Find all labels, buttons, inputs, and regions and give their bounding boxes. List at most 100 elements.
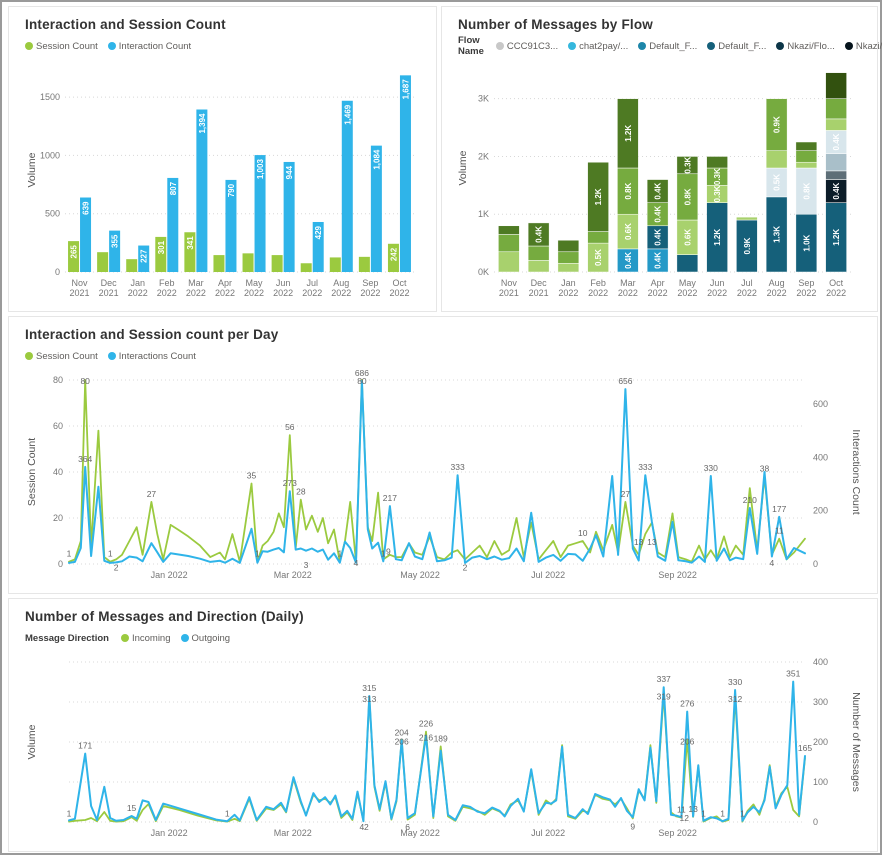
svg-text:333: 333 [638, 462, 652, 472]
svg-text:351: 351 [786, 669, 800, 679]
svg-text:12: 12 [680, 813, 690, 823]
legend-item[interactable]: Nkazi/Re... [844, 41, 882, 52]
legend-dot-icon [638, 42, 647, 50]
legend-item[interactable]: Outgoing [180, 632, 231, 644]
page-title: Number of Messages and Direction (Daily) [25, 609, 304, 624]
legend-label: CCC91C3... [506, 40, 559, 52]
legend-item[interactable]: Session Count [25, 41, 98, 52]
svg-text:1: 1 [67, 809, 72, 819]
svg-text:686: 686 [355, 368, 369, 378]
svg-text:1000: 1000 [40, 150, 60, 160]
svg-text:0.4K: 0.4K [535, 226, 544, 243]
svg-text:337: 337 [657, 674, 671, 684]
page-title: Number of Messages by Flow [458, 17, 653, 32]
svg-text:0.9K: 0.9K [773, 116, 782, 133]
svg-text:Jan 2022: Jan 2022 [151, 828, 188, 838]
svg-text:Jul 2022: Jul 2022 [531, 828, 565, 838]
svg-text:301: 301 [157, 240, 166, 254]
legend-dot-icon [495, 42, 504, 50]
svg-text:9: 9 [386, 546, 391, 556]
svg-text:9: 9 [630, 821, 635, 831]
svg-text:27: 27 [147, 489, 157, 499]
svg-text:10: 10 [578, 528, 588, 538]
legend-item[interactable]: Nkazi/Flo... [776, 41, 835, 52]
legend-item[interactable]: chat2pay/... [568, 41, 628, 52]
panel-interaction-session-count: Interaction and Session Count Session Co… [8, 6, 437, 312]
svg-text:165: 165 [798, 743, 812, 753]
svg-text:May 2022: May 2022 [400, 570, 440, 580]
svg-text:Sep 2022: Sep 2022 [658, 570, 697, 580]
panel-interaction-session-per-day: Interaction and Session count per Day Se… [8, 316, 878, 594]
svg-text:1,687: 1,687 [401, 79, 410, 100]
legend-item[interactable]: Interactions Count [107, 350, 196, 362]
svg-text:200: 200 [813, 737, 828, 747]
svg-text:944: 944 [285, 165, 294, 179]
svg-text:0.5K: 0.5K [594, 249, 603, 266]
svg-text:242: 242 [389, 247, 398, 261]
svg-text:330: 330 [704, 463, 718, 473]
svg-text:80: 80 [53, 375, 63, 385]
legend-dot-icon [25, 42, 33, 50]
svg-text:807: 807 [169, 181, 178, 195]
svg-text:80: 80 [357, 376, 367, 386]
legend-item[interactable]: Session Count [25, 351, 98, 362]
legend-dot-icon [844, 42, 853, 50]
svg-text:0.8K: 0.8K [802, 182, 811, 199]
legend-item[interactable]: Default_F... [707, 41, 766, 52]
svg-text:0.3K: 0.3K [713, 168, 722, 185]
svg-text:56: 56 [285, 422, 295, 432]
svg-text:60: 60 [53, 421, 63, 431]
legend-dot-icon [107, 352, 116, 360]
svg-text:1,003: 1,003 [256, 159, 265, 180]
legend-item[interactable]: Incoming [120, 633, 171, 644]
panel-messages-direction-daily: Number of Messages and Direction (Daily)… [8, 598, 878, 852]
svg-text:1.2K: 1.2K [713, 229, 722, 246]
legend-item[interactable]: Interaction Count [107, 41, 191, 52]
legend-label: Outgoing [191, 632, 231, 644]
dual-axis-line-chart[interactable]: 0 20 40 60 80 0 200 400 600 Session Count Interact… [23, 366, 863, 590]
svg-text:265: 265 [70, 245, 79, 259]
legend-label: Session Count [36, 350, 98, 362]
svg-text:80: 80 [80, 376, 90, 386]
svg-text:11: 11 [677, 805, 686, 815]
svg-text:0.4K: 0.4K [832, 182, 841, 199]
legend-item[interactable]: CCC91C3... [495, 40, 559, 52]
svg-text:341: 341 [186, 236, 195, 250]
svg-text:315: 315 [362, 683, 376, 693]
legend: Flow Name CCC91C3... chat2pay/... Default_F… [458, 35, 882, 57]
svg-text:2: 2 [463, 562, 468, 572]
svg-text:40: 40 [53, 467, 63, 477]
svg-text:0.4K: 0.4K [624, 252, 633, 269]
svg-text:0: 0 [58, 559, 63, 569]
svg-text:0K: 0K [478, 267, 489, 277]
svg-text:319: 319 [657, 691, 671, 701]
svg-text:355: 355 [111, 234, 120, 248]
svg-text:4: 4 [354, 558, 359, 568]
stacked-bar-chart[interactable]: 0K 1K 2K 3K Volume 0.4K 0.5K 1.2K 0.4K 0.6K 0.8K 1.… [456, 56, 863, 308]
svg-text:1,084: 1,084 [372, 149, 381, 170]
svg-text:Mar 2022: Mar 2022 [274, 570, 312, 580]
svg-text:Volume: Volume [26, 724, 38, 759]
legend-title: Message Direction [25, 632, 109, 644]
legend: Message Direction Incoming Outgoing [25, 630, 865, 646]
svg-text:35: 35 [247, 471, 257, 481]
svg-text:0.4K: 0.4K [832, 133, 841, 150]
svg-text:27: 27 [621, 489, 631, 499]
svg-text:1: 1 [108, 549, 113, 559]
svg-text:1: 1 [720, 809, 725, 819]
svg-text:200: 200 [813, 506, 828, 516]
legend-item[interactable]: Default_F... [638, 41, 697, 52]
grouped-bar-chart[interactable]: 0 500 1000 1500 Volume 265 639 355 227 301 807 341 1… [23, 56, 422, 308]
svg-text:1: 1 [381, 549, 386, 559]
svg-text:312: 312 [728, 694, 742, 704]
legend-label: Interactions Count [118, 350, 196, 362]
svg-text:1.3K: 1.3K [773, 226, 782, 243]
svg-text:1: 1 [255, 549, 260, 559]
line-chart[interactable]: 0 100 200 300 400 Volume Number of Messages Jan… [23, 648, 863, 848]
